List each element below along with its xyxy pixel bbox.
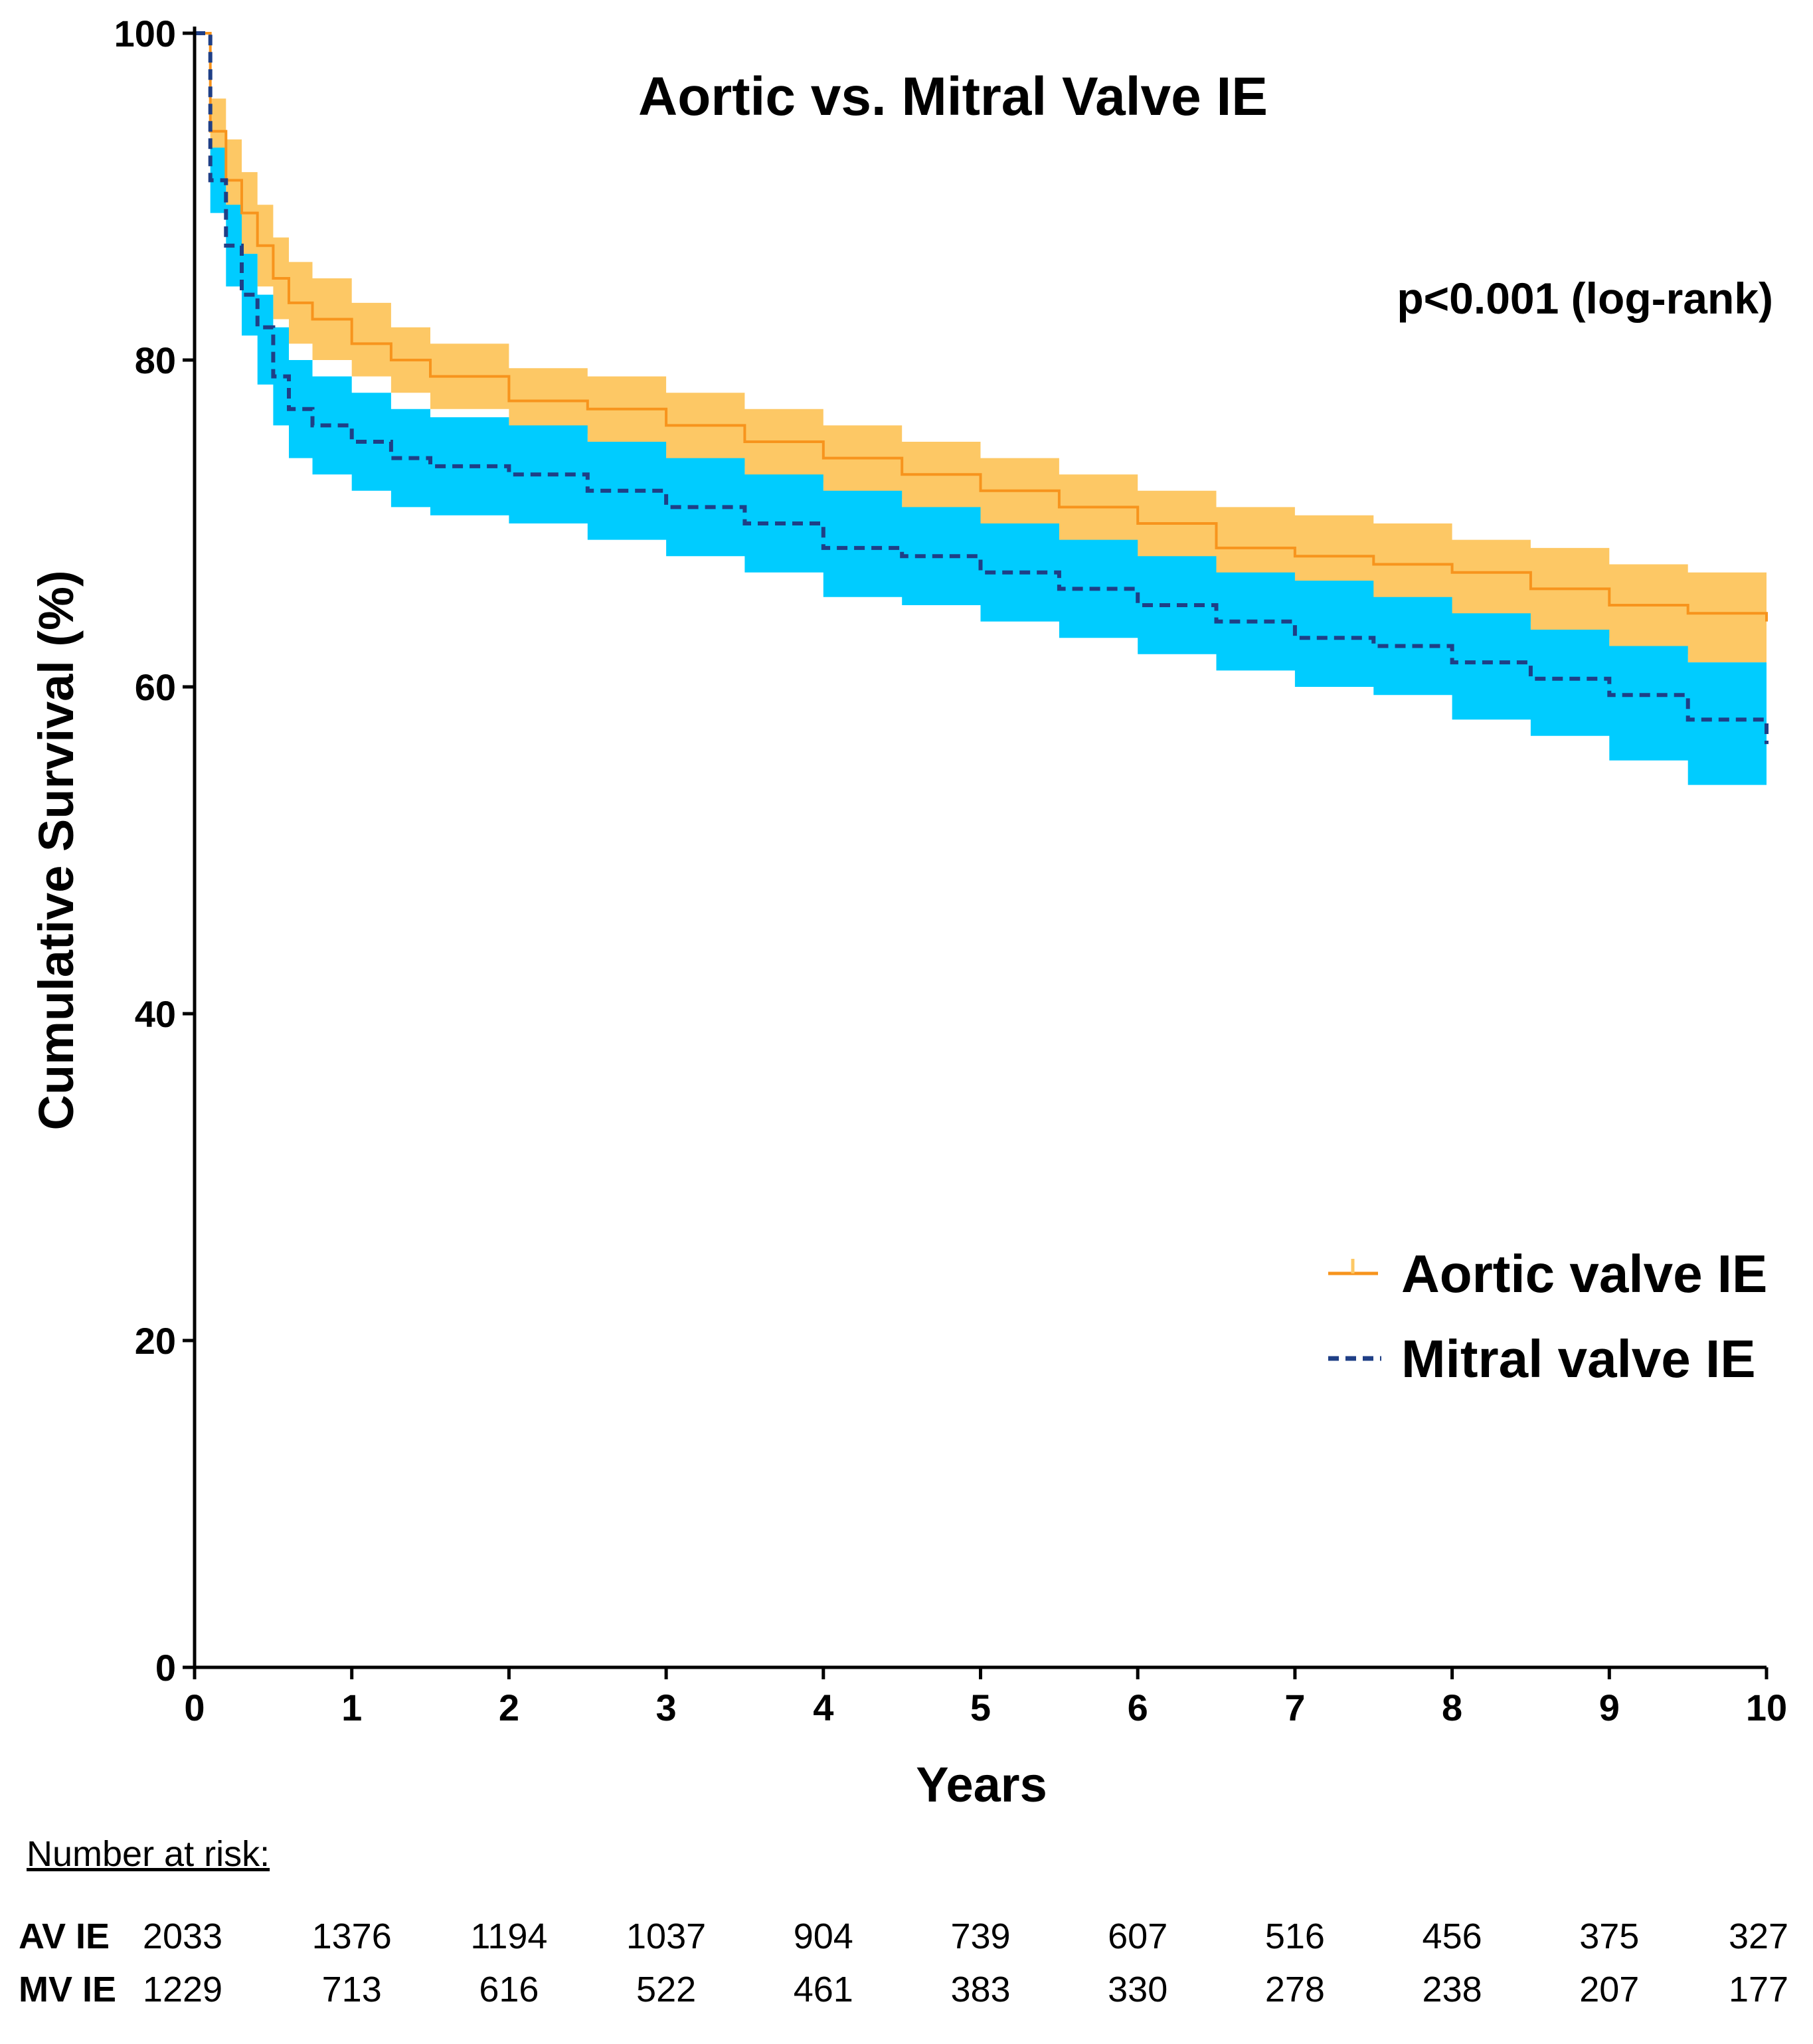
risk-value: 238 [1422, 1970, 1482, 2009]
risk-value: 1194 [470, 1916, 548, 1956]
legend-label-aortic: Aortic valve IE [1401, 1244, 1767, 1303]
survival-line-mitral [195, 31, 1769, 745]
risk-value: 207 [1579, 1970, 1640, 2009]
number-at-risk-heading: Number at risk: [27, 1834, 270, 1874]
legend-label-mitral: Mitral valve IE [1401, 1329, 1756, 1388]
legend-item-mitral[interactable]: Mitral valve IE [1328, 1329, 1756, 1388]
x-tick-label: 3 [656, 1687, 677, 1728]
chart-title: Aortic vs. Mitral Valve IE [638, 66, 1268, 127]
risk-value: 177 [1728, 1970, 1789, 2009]
risk-value: 713 [321, 1970, 382, 2009]
risk-value: 522 [636, 1970, 697, 2009]
y-tick-label: 20 [135, 1320, 176, 1362]
x-tick-label: 10 [1746, 1687, 1787, 1728]
y-tick-label: 80 [135, 339, 176, 381]
risk-value: 616 [479, 1970, 539, 2009]
risk-value: 383 [950, 1970, 1011, 2009]
y-tick-label: 40 [135, 993, 176, 1035]
risk-value: 330 [1108, 1970, 1168, 2009]
p-value-annotation: p<0.001 (log-rank) [1397, 274, 1773, 323]
risk-value: 278 [1264, 1970, 1325, 2009]
risk-row-mv: MV IE 1229 713 616 522 461 383 330 278 238 207 177 [0, 1969, 1813, 2015]
risk-value: 739 [950, 1916, 1011, 1956]
risk-value: 1037 [626, 1916, 707, 1956]
survival-chart: 0 1 2 3 4 5 6 7 8 9 10 0 20 40 60 80 100 Aortic vs. Mit… [29, 13, 1787, 1812]
ci-band-aortic [195, 33, 1767, 671]
legend[interactable]: Aortic valve IE Mitral valve IE [1328, 1244, 1767, 1388]
x-tick-label: 8 [1442, 1687, 1462, 1728]
x-tick-label: 0 [184, 1687, 205, 1728]
axes [193, 27, 1767, 1669]
risk-value: 461 [793, 1970, 853, 2009]
x-ticks: 0 1 2 3 4 5 6 7 8 9 10 [184, 1667, 1787, 1728]
y-axis-label: Cumulative Survival (%) [29, 570, 84, 1130]
y-tick-label: 0 [155, 1647, 176, 1689]
confidence-bands [195, 33, 1767, 810]
y-tick-label: 60 [135, 666, 176, 708]
risk-row-label: MV IE [19, 1970, 117, 2009]
x-tick-label: 2 [499, 1687, 519, 1728]
risk-value: 2033 [142, 1916, 223, 1956]
risk-value: 607 [1108, 1916, 1168, 1956]
risk-value: 516 [1264, 1916, 1325, 1956]
x-tick-label: 4 [813, 1687, 833, 1728]
x-tick-label: 9 [1599, 1687, 1620, 1728]
x-axis-label: Years [916, 1757, 1047, 1812]
risk-value: 327 [1728, 1916, 1789, 1956]
risk-value: 904 [793, 1916, 853, 1956]
x-tick-label: 6 [1128, 1687, 1148, 1728]
risk-value: 1376 [311, 1916, 392, 1956]
risk-value: 1229 [142, 1970, 223, 2009]
number-at-risk-table: Number at risk: AV IE 2033 1376 1194 1037 90… [0, 1833, 1813, 2033]
risk-value: 456 [1422, 1916, 1482, 1956]
risk-row-av: AV IE 2033 1376 1194 1037 904 739 607 516 456 375… [0, 1916, 1813, 1962]
risk-value: 375 [1579, 1916, 1640, 1956]
x-tick-label: 1 [341, 1687, 362, 1728]
legend-item-aortic[interactable]: Aortic valve IE [1328, 1244, 1767, 1303]
ci-band-mitral [195, 33, 1767, 810]
y-ticks: 0 20 40 60 80 100 [114, 13, 195, 1689]
survival-line-aortic [195, 32, 1768, 622]
x-tick-label: 7 [1284, 1687, 1305, 1728]
y-tick-label: 100 [114, 13, 176, 54]
survival-lines [195, 31, 1769, 745]
x-tick-label: 5 [970, 1687, 991, 1728]
risk-row-label: AV IE [19, 1916, 110, 1956]
